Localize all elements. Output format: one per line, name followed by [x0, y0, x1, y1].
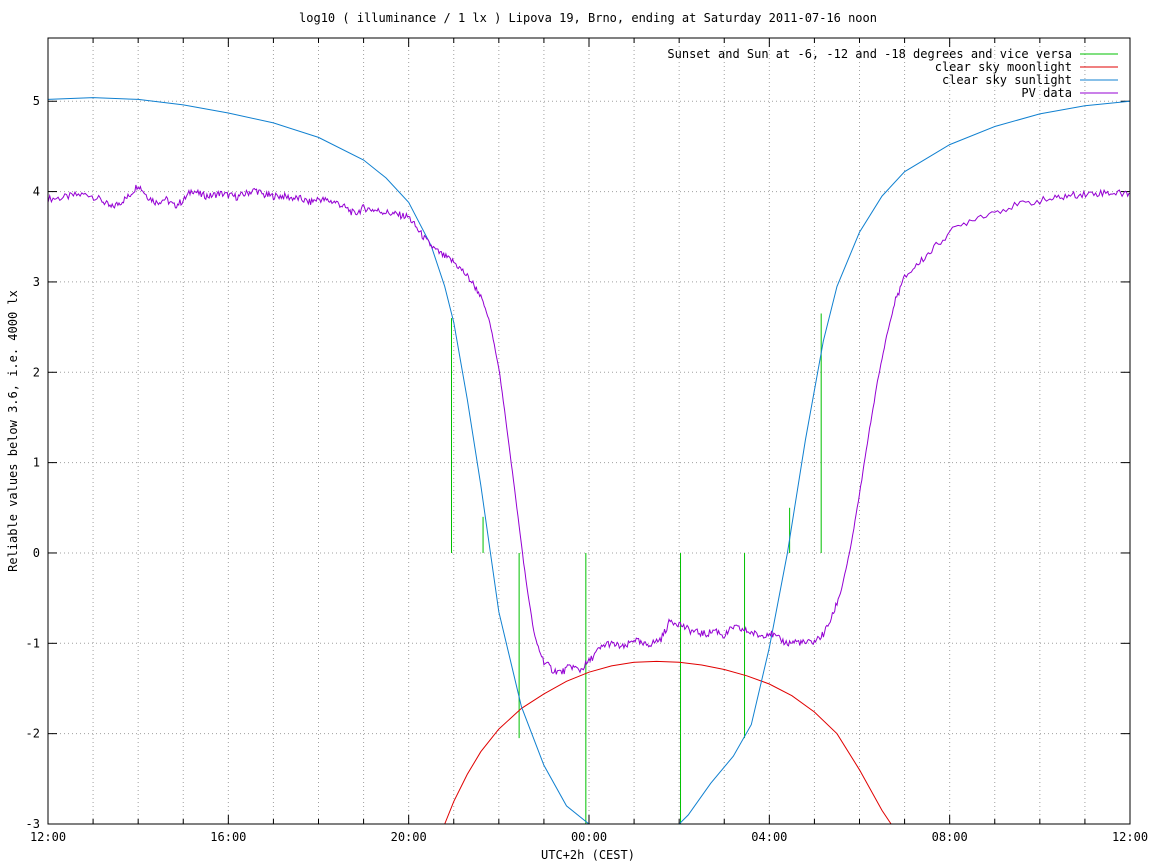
- y-tick-label: 2: [33, 365, 40, 379]
- x-axis-label: UTC+2h (CEST): [541, 848, 635, 862]
- legend-label: clear sky moonlight: [935, 60, 1072, 74]
- y-tick-label: 5: [33, 94, 40, 108]
- x-axis-tick-labels: 12:00 16:00 20:00 00:00 04:00 08:00 12:00: [30, 830, 1148, 844]
- legend: Sunset and Sun at -6, -12 and -18 degree…: [667, 47, 1118, 100]
- y-tick-label: 1: [33, 456, 40, 470]
- pv-data-line: [48, 184, 1130, 675]
- x-tick-label: 20:00: [391, 830, 427, 844]
- legend-label: clear sky sunlight: [942, 73, 1072, 87]
- moonlight-curve: [444, 660, 892, 824]
- sunlight-curve: [48, 97, 1130, 824]
- y-tick-label: 3: [33, 275, 40, 289]
- y-tick-label: -2: [26, 727, 40, 741]
- y-tick-label: -3: [26, 817, 40, 831]
- y-tick-label: -1: [26, 636, 40, 650]
- x-tick-label: 16:00: [210, 830, 246, 844]
- legend-label: PV data: [1021, 86, 1072, 100]
- series-group: [48, 97, 1130, 824]
- plot-frame: [47, 37, 1131, 825]
- x-tick-label: 00:00: [571, 830, 607, 844]
- y-tick-label: 0: [33, 546, 40, 560]
- y-axis-label: Reliable values below 3.6, i.e. 4000 lx: [6, 290, 20, 572]
- x-tick-label: 08:00: [932, 830, 968, 844]
- x-tick-label: 12:00: [1112, 830, 1148, 844]
- grid: [48, 38, 1130, 824]
- y-axis-tick-labels: -3 -2 -1 0 1 2 3 4 5: [26, 94, 40, 831]
- legend-label: Sunset and Sun at -6, -12 and -18 degree…: [667, 47, 1072, 61]
- y-tick-label: 4: [33, 185, 40, 199]
- chart-title: log10 ( illuminance / 1 lx ) Lipova 19, …: [299, 11, 877, 25]
- x-tick-label: 12:00: [30, 830, 66, 844]
- x-tick-label: 04:00: [751, 830, 787, 844]
- plot-series: [48, 97, 1130, 824]
